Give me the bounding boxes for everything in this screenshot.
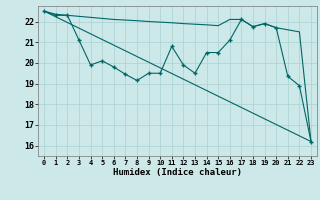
X-axis label: Humidex (Indice chaleur): Humidex (Indice chaleur): [113, 168, 242, 177]
